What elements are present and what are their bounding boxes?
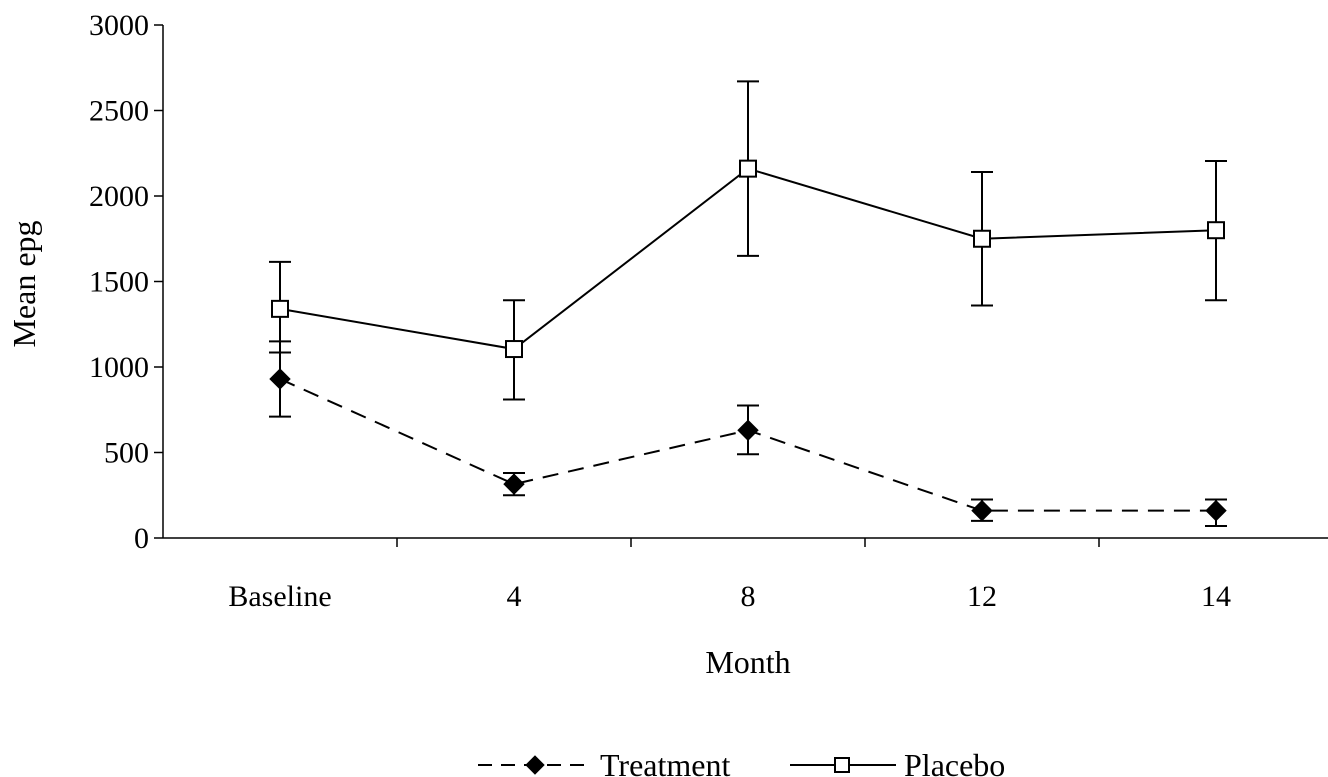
x-ticks: Baseline 4 8 12 14 xyxy=(228,538,1231,613)
legend-placebo-marker xyxy=(834,757,850,773)
data-point xyxy=(271,299,289,318)
y-tick-label: 500 xyxy=(104,437,149,470)
legend-treatment-label: Treatment xyxy=(600,747,730,777)
y-tick-label: 2500 xyxy=(89,95,149,128)
data-point xyxy=(973,229,991,248)
legend-treatment-marker xyxy=(525,755,545,775)
legend-placebo-label: Placebo xyxy=(904,747,1005,777)
data-point xyxy=(1207,221,1225,240)
x-axis-title: Month xyxy=(705,644,790,680)
y-axis-title: Mean epg xyxy=(6,220,42,347)
y-tick-label: 1500 xyxy=(89,266,149,299)
x-tick-label: 14 xyxy=(1201,580,1231,613)
legend: Treatment Placebo xyxy=(478,747,1005,777)
series-placebo xyxy=(269,80,1227,401)
x-tick-label: 12 xyxy=(967,580,997,613)
data-point xyxy=(1205,499,1227,522)
series-treatment xyxy=(269,340,1227,528)
data-point xyxy=(737,419,759,441)
series-layer xyxy=(269,80,1227,528)
x-tick-label: Baseline xyxy=(228,580,331,613)
data-point xyxy=(505,340,523,359)
x-tick-label: 4 xyxy=(507,580,522,613)
y-tick-label: 1000 xyxy=(89,351,149,384)
y-ticks: 0 500 1000 1500 2000 2500 3000 xyxy=(89,9,163,555)
data-point xyxy=(503,473,525,495)
chart-axes xyxy=(162,25,1328,539)
data-point xyxy=(971,499,993,522)
y-tick-label: 0 xyxy=(134,522,149,555)
y-tick-label: 3000 xyxy=(89,9,149,42)
y-tick-label: 2000 xyxy=(89,180,149,213)
x-tick-label: 8 xyxy=(741,580,756,613)
data-point xyxy=(269,368,291,390)
data-point xyxy=(739,159,757,178)
